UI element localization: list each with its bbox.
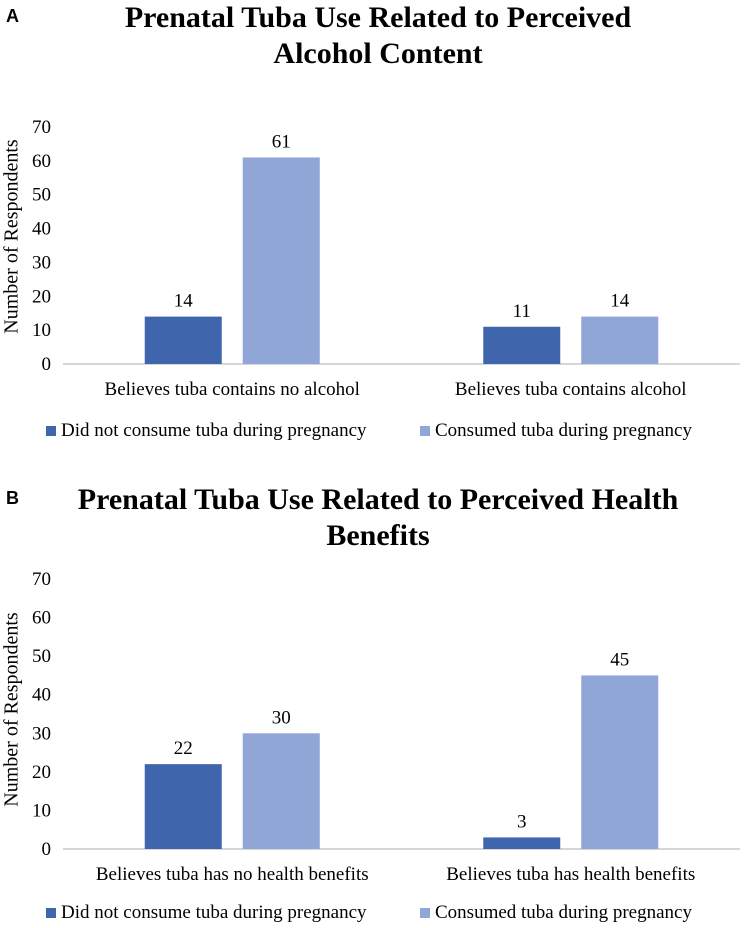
bar [144, 316, 222, 364]
y-tick-label: 70 [32, 117, 51, 138]
legend-swatch-consumed [420, 426, 430, 436]
x-tick-label: Believes tuba contains no alcohol [105, 379, 360, 400]
data-label: 3 [517, 811, 527, 832]
bar [581, 675, 659, 849]
y-tick-label: 10 [32, 320, 51, 341]
bar [483, 326, 561, 364]
bar [242, 733, 320, 849]
y-tick-label: 0 [42, 354, 52, 375]
chart-panel-b: B Prenatal Tuba Use Related to Perceived… [0, 482, 756, 928]
x-tick-label: Believes tuba has health benefits [446, 864, 695, 885]
y-tick-label: 50 [32, 646, 51, 667]
data-label: 11 [513, 301, 531, 322]
legend-swatch-did-not-consume [46, 908, 56, 918]
legend-item-consumed: Consumed tuba during pregnancy [420, 420, 692, 442]
y-tick-label: 40 [32, 219, 51, 240]
data-label: 22 [174, 738, 193, 759]
plot-area-b: 0 10 20 30 40 50 60 70 22 30 Believes tuba has no … [32, 569, 740, 885]
y-tick-label: 60 [32, 151, 51, 172]
data-label: 14 [610, 291, 630, 312]
data-label: 45 [610, 649, 629, 670]
legend-swatch-did-not-consume [46, 426, 56, 436]
y-tick-label: 30 [32, 723, 51, 744]
legend-label: Consumed tuba during pregnancy [435, 902, 692, 923]
y-tick-label: 70 [32, 569, 51, 590]
bar [144, 764, 222, 849]
data-label: 30 [272, 707, 291, 728]
y-tick-label: 40 [32, 685, 51, 706]
data-label: 14 [174, 291, 194, 312]
legend-item-did-not-consume: Did not consume tuba during pregnancy [46, 902, 367, 924]
legend-label: Consumed tuba during pregnancy [435, 420, 692, 441]
bar [581, 316, 659, 364]
chart-title-b: Prenatal Tuba Use Related to Perceived H… [77, 483, 679, 552]
bar [483, 837, 561, 849]
plot-area-a: 0 10 20 30 40 50 60 70 14 61 Believes tuba contain… [32, 117, 740, 400]
chart-panel-a: A Prenatal Tuba Use Related to Perceived… [0, 0, 756, 445]
y-tick-label: 20 [32, 762, 51, 783]
panel-letter-a: A [6, 6, 19, 26]
panel-letter-b: B [6, 488, 19, 508]
legend-label: Did not consume tuba during pregnancy [61, 420, 367, 441]
legend-label: Did not consume tuba during pregnancy [61, 902, 367, 923]
y-tick-label: 20 [32, 286, 51, 307]
legend-swatch-consumed [420, 908, 430, 918]
bar [242, 157, 320, 364]
legend-item-did-not-consume: Did not consume tuba during pregnancy [46, 420, 367, 442]
data-label: 61 [272, 131, 291, 152]
y-tick-label: 0 [42, 839, 52, 860]
x-tick-label: Believes tuba has no health benefits [96, 864, 369, 885]
chart-title-a: Prenatal Tuba Use Related to Perceived A… [124, 1, 632, 70]
legend-item-consumed: Consumed tuba during pregnancy [420, 902, 692, 924]
y-tick-label: 10 [32, 800, 51, 821]
y-tick-label: 30 [32, 252, 51, 273]
x-tick-label: Believes tuba contains alcohol [455, 379, 687, 400]
y-tick-label: 60 [32, 608, 51, 629]
y-tick-label: 50 [32, 185, 51, 206]
